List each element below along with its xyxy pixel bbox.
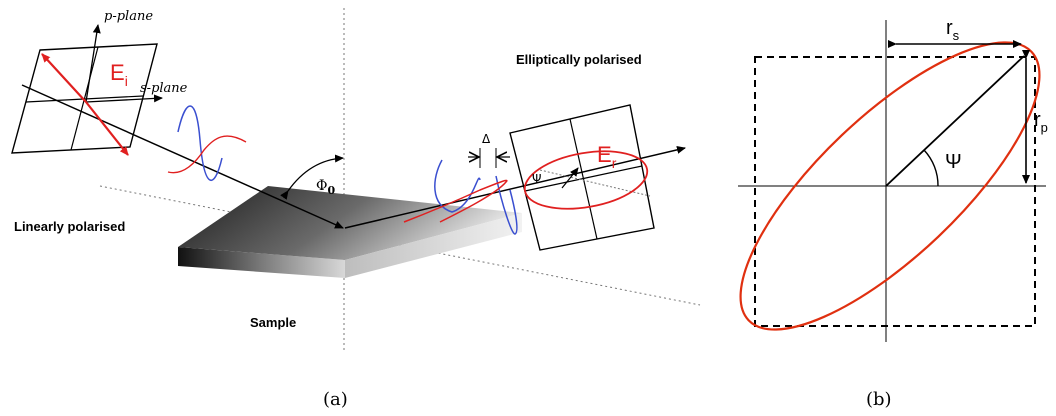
elliptically-polarised-label: Elliptically polarised — [516, 52, 642, 67]
delta-label: Δ — [482, 132, 491, 146]
panel-a: Φ0 p-plane s-plane Ei Linearly polarised… — [11, 8, 701, 410]
rp-label: rp — [1034, 109, 1048, 135]
caption-a: (a) — [323, 389, 348, 410]
panel-b: Ψ rs rp (b) — [738, 17, 1048, 410]
psi-label-a: Ψ — [532, 172, 541, 186]
incident-red-wave — [167, 135, 247, 174]
reflected-blue-wave — [434, 159, 481, 213]
p-plane-label: p-plane — [104, 9, 153, 24]
ei-label: Ei — [110, 60, 128, 89]
er-label: Er — [597, 142, 617, 171]
rs-label: rs — [946, 17, 960, 43]
bounding-box — [754, 56, 1036, 327]
polarisation-ellipse — [739, 41, 1041, 331]
incident-beam — [21, 84, 344, 229]
phi-angle-arc — [280, 154, 344, 200]
reflected-polarisation-frame — [509, 104, 655, 251]
psi-arc — [923, 149, 939, 187]
linearly-polarised-label: Linearly polarised — [14, 219, 125, 234]
delta-marker — [468, 148, 510, 168]
reflected-blue-wave-2 — [495, 175, 518, 235]
sample-label: Sample — [250, 315, 296, 330]
phi-label: Φ0 — [316, 178, 335, 197]
er-ellipse — [523, 150, 649, 210]
incident-blue-wave — [177, 105, 223, 181]
caption-b: (b) — [866, 389, 892, 410]
psi-label-b: Ψ — [945, 151, 962, 173]
sample-block — [178, 186, 522, 278]
reflected-beam — [344, 145, 686, 229]
psi-diagonal — [885, 55, 1025, 187]
incident-polarisation-frame — [11, 24, 163, 156]
ei-polarisation-arrow — [85, 101, 129, 156]
reflected-red-wave — [403, 179, 508, 223]
s-plane-label: s-plane — [140, 81, 188, 96]
